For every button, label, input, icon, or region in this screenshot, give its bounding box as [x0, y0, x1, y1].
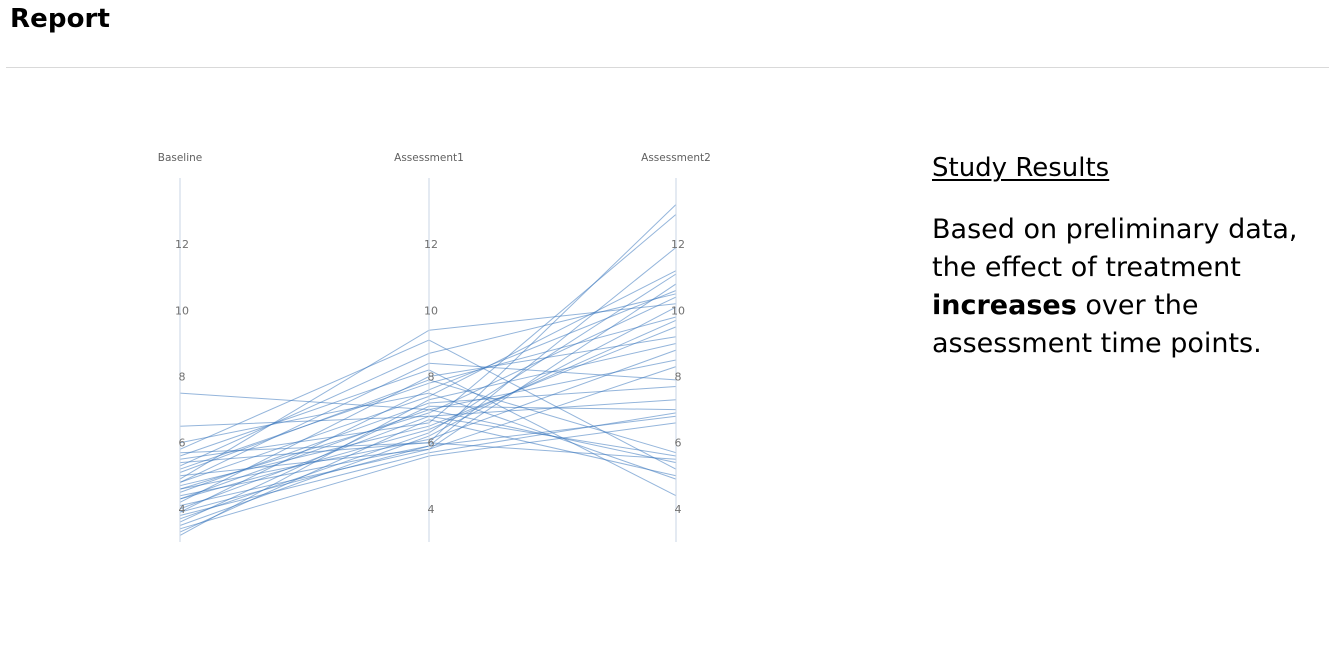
tick-label: 10 [175, 304, 189, 317]
tick-label: 4 [675, 503, 682, 516]
tick-label: 12 [424, 238, 438, 251]
parallel-coordinates-chart: Baseline 4 6 8 10 12 Assessment1 4 6 8 10 12 Assessm… [120, 140, 760, 560]
chart-svg: Baseline 4 6 8 10 12 Assessment1 4 6 8 10 12 Assessm… [158, 152, 711, 542]
chart-axes-group: Baseline 4 6 8 10 12 Assessment1 4 6 8 10 12 Assessm… [158, 152, 711, 542]
tick-label: 6 [428, 437, 435, 450]
page-title: Report [10, 4, 110, 34]
study-results-panel: Study Results Based on preliminary data,… [932, 150, 1327, 363]
axis-title: Assessment1 [394, 152, 464, 164]
header-divider [6, 67, 1329, 68]
results-heading: Study Results [932, 153, 1110, 183]
tick-label: 6 [179, 437, 186, 450]
tick-label: 4 [179, 503, 186, 516]
axis-title: Baseline [158, 152, 203, 164]
tick-label: 10 [671, 304, 685, 317]
tick-label: 8 [675, 371, 682, 384]
axis-title: Assessment2 [641, 152, 711, 164]
tick-label: 8 [179, 371, 186, 384]
tick-label: 6 [675, 437, 682, 450]
tick-label: 12 [175, 238, 189, 251]
tick-label: 10 [424, 304, 438, 317]
tick-label: 8 [428, 371, 435, 384]
results-text-start: Based on preliminary data, the effect of… [932, 214, 1298, 283]
series-line [179, 290, 677, 513]
page-header: Report [0, 0, 1329, 68]
results-text: Based on preliminary data, the effect of… [932, 211, 1327, 363]
results-text-end: over the assessment time points. [932, 290, 1262, 359]
tick-label: 12 [671, 238, 685, 251]
results-text-emphasis: increases [932, 290, 1077, 321]
tick-label: 4 [428, 503, 435, 516]
